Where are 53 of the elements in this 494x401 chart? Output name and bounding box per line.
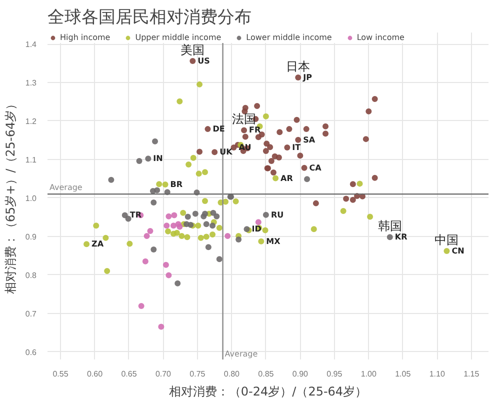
annotation: CA [309, 163, 322, 172]
x-tick-label: 1.10 [429, 370, 446, 378]
annotation: 美国 [180, 42, 205, 57]
annotation: 韩国 [378, 219, 402, 234]
legend-label: Upper middle income [135, 32, 222, 43]
ref-line-label: Average [224, 350, 258, 358]
y-tick-label: 0.9 [25, 232, 38, 242]
x-tick-label: 0.80 [224, 370, 240, 378]
annotation: CN [452, 246, 464, 256]
annotation: AR [280, 174, 293, 183]
annotation: RU [270, 210, 284, 220]
annotation: UK [220, 148, 234, 157]
legend-label: Low income [356, 32, 404, 43]
x-tick-label: 1.00 [360, 370, 377, 378]
y-tick-label: 1.2 [25, 116, 38, 126]
x-tick-label: 0.70 [155, 370, 172, 378]
y-tick-label: 1.0 [25, 194, 38, 203]
y-tick-label: 0.8 [25, 270, 38, 280]
annotation: IN [153, 154, 163, 164]
annotation: ID [252, 224, 262, 234]
annotation: BR [170, 180, 183, 189]
annotation: DE [212, 124, 225, 134]
x-tick-label: 0.55 [52, 370, 69, 378]
chart-title: 全球各国居民相对消费分布 [48, 8, 252, 28]
annotation: US [198, 56, 210, 66]
annotation: ZA [92, 240, 104, 249]
annotation: KR [394, 232, 408, 242]
x-tick-label: 0.75 [190, 370, 206, 378]
annotation: IT [292, 143, 302, 152]
y-tick-label: 0.7 [25, 309, 38, 318]
legend-label: Lower middle income [246, 32, 332, 43]
x-tick-label: 1.15 [464, 370, 480, 378]
x-tick-label: 0.65 [121, 370, 138, 378]
annotation: 中国 [434, 233, 459, 248]
x-tick-label: 0.90 [292, 370, 309, 378]
x-tick-label: 0.85 [258, 370, 274, 378]
annotation: 法国 [232, 112, 256, 126]
legend-label: High income [60, 32, 110, 43]
y-tick-label: 1.3 [25, 78, 38, 88]
x-tick-label: 0.60 [86, 370, 104, 378]
y-tick-label: 1.1 [25, 155, 38, 164]
annotation: MX [266, 236, 282, 246]
annotation: FR [249, 126, 261, 135]
annotation: SA [303, 135, 316, 144]
x-tick-label: 1.05 [395, 370, 412, 378]
y-tick-label: 0.6 [25, 348, 38, 357]
ref-line-label: Average [50, 183, 82, 192]
annotation: JP [302, 73, 312, 82]
annotation: 日本 [286, 60, 310, 74]
y-axis-title: 相对消费：（65岁+）/（25-64岁） [3, 98, 18, 294]
x-tick-label: 0.95 [326, 370, 343, 378]
y-tick-label: 1.4 [25, 40, 38, 50]
x-axis-title: 相对消费：（0-24岁）/（25-64岁） [168, 384, 368, 398]
